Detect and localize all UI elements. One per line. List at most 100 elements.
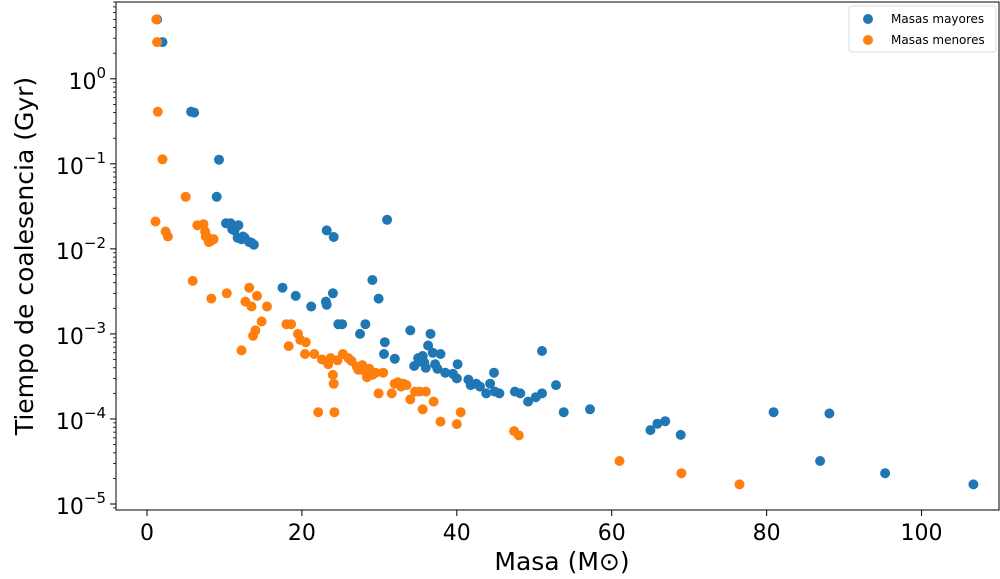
data-point: [162, 231, 173, 242]
data-point: [250, 325, 261, 336]
data-point: [214, 154, 224, 165]
data-point: [551, 380, 561, 391]
data-point: [734, 479, 745, 490]
data-point: [378, 367, 389, 378]
legend-label-masas-menores: Masas menores: [891, 33, 985, 47]
data-point: [150, 216, 161, 227]
data-point: [151, 14, 162, 25]
y-axis-label: Tiempo de coalesencia (Gyr): [10, 77, 39, 436]
data-point: [420, 362, 431, 373]
data-point: [451, 419, 462, 430]
data-point: [386, 388, 397, 399]
data-point: [211, 191, 222, 202]
x-tick-label: 100: [901, 521, 943, 546]
data-point: [675, 429, 686, 440]
data-point: [475, 381, 485, 392]
data-point: [187, 275, 198, 286]
data-point: [405, 394, 416, 405]
y-tick-label: 10−5: [56, 489, 106, 520]
data-point: [327, 369, 338, 380]
data-point: [337, 319, 348, 330]
data-point: [157, 154, 168, 165]
plot-frame: [115, 1, 1000, 511]
data-point: [824, 408, 835, 419]
data-point: [321, 299, 332, 310]
data-point: [768, 407, 779, 418]
data-point: [328, 232, 339, 242]
data-point: [513, 430, 524, 441]
data-point: [367, 275, 378, 285]
data-point: [481, 388, 492, 399]
data-point: [614, 456, 625, 466]
data-point: [968, 479, 979, 490]
data-point: [233, 220, 244, 231]
data-point: [206, 293, 217, 304]
data-point: [417, 404, 428, 415]
data-point: [537, 388, 547, 399]
data-point: [208, 234, 219, 245]
data-point: [370, 367, 381, 378]
data-point: [427, 347, 438, 358]
data-point: [401, 380, 412, 391]
data-point: [373, 293, 384, 304]
data-point: [382, 214, 393, 225]
data-point: [432, 363, 443, 374]
data-point: [494, 388, 505, 399]
data-point: [435, 349, 446, 359]
data-point: [300, 349, 310, 359]
axes-layer: 0 20 40 60 80 100 10−5 10−4 10−3 10−2 10−1 100: [56, 1, 943, 546]
x-tick-label: 80: [753, 521, 781, 546]
data-point: [523, 396, 534, 407]
y-tick-label: 10−2: [56, 234, 106, 265]
data-point: [652, 418, 663, 429]
legend-marker-masas-mayores: [863, 14, 873, 24]
data-point: [485, 378, 496, 389]
data-point: [558, 407, 569, 418]
data-point: [420, 386, 431, 397]
data-point: [248, 239, 259, 250]
data-point: [236, 345, 247, 356]
data-point: [405, 325, 416, 336]
data-point: [327, 288, 338, 299]
legend-box: [848, 5, 997, 53]
x-tick-label: 20: [288, 521, 316, 546]
points-layer: [150, 14, 979, 490]
data-point: [321, 225, 332, 236]
y-tick-label: 10−1: [56, 149, 106, 180]
x-tick-label: 60: [598, 521, 626, 546]
data-point: [425, 328, 436, 339]
data-point: [290, 290, 301, 301]
data-point: [283, 341, 294, 352]
legend: Masas mayores Masas menores: [848, 5, 997, 53]
legend-label-masas-mayores: Masas mayores: [891, 12, 984, 26]
data-point: [329, 407, 340, 418]
data-point: [379, 337, 390, 348]
y-tick-label: 10−4: [56, 404, 106, 435]
data-point: [428, 396, 439, 407]
data-point: [309, 349, 320, 359]
data-point: [815, 456, 826, 466]
y-tick-label: 10−3: [56, 319, 106, 350]
data-point: [489, 367, 499, 378]
data-point: [355, 328, 365, 339]
data-point: [452, 359, 463, 370]
data-point: [451, 373, 462, 384]
data-point: [515, 388, 526, 399]
data-point: [277, 282, 288, 293]
data-point: [379, 349, 389, 359]
x-tick-label: 40: [443, 521, 471, 546]
data-point: [244, 282, 255, 293]
data-point: [306, 301, 317, 312]
plot-area: [116, 2, 999, 510]
data-point: [180, 191, 191, 202]
data-point: [660, 416, 671, 427]
data-point: [676, 468, 687, 479]
data-point: [373, 388, 384, 399]
data-point: [440, 367, 451, 378]
data-point: [286, 319, 297, 330]
data-point: [152, 37, 163, 48]
data-point: [328, 378, 339, 389]
data-point: [152, 106, 163, 117]
data-point: [455, 407, 466, 418]
data-point: [313, 407, 324, 418]
